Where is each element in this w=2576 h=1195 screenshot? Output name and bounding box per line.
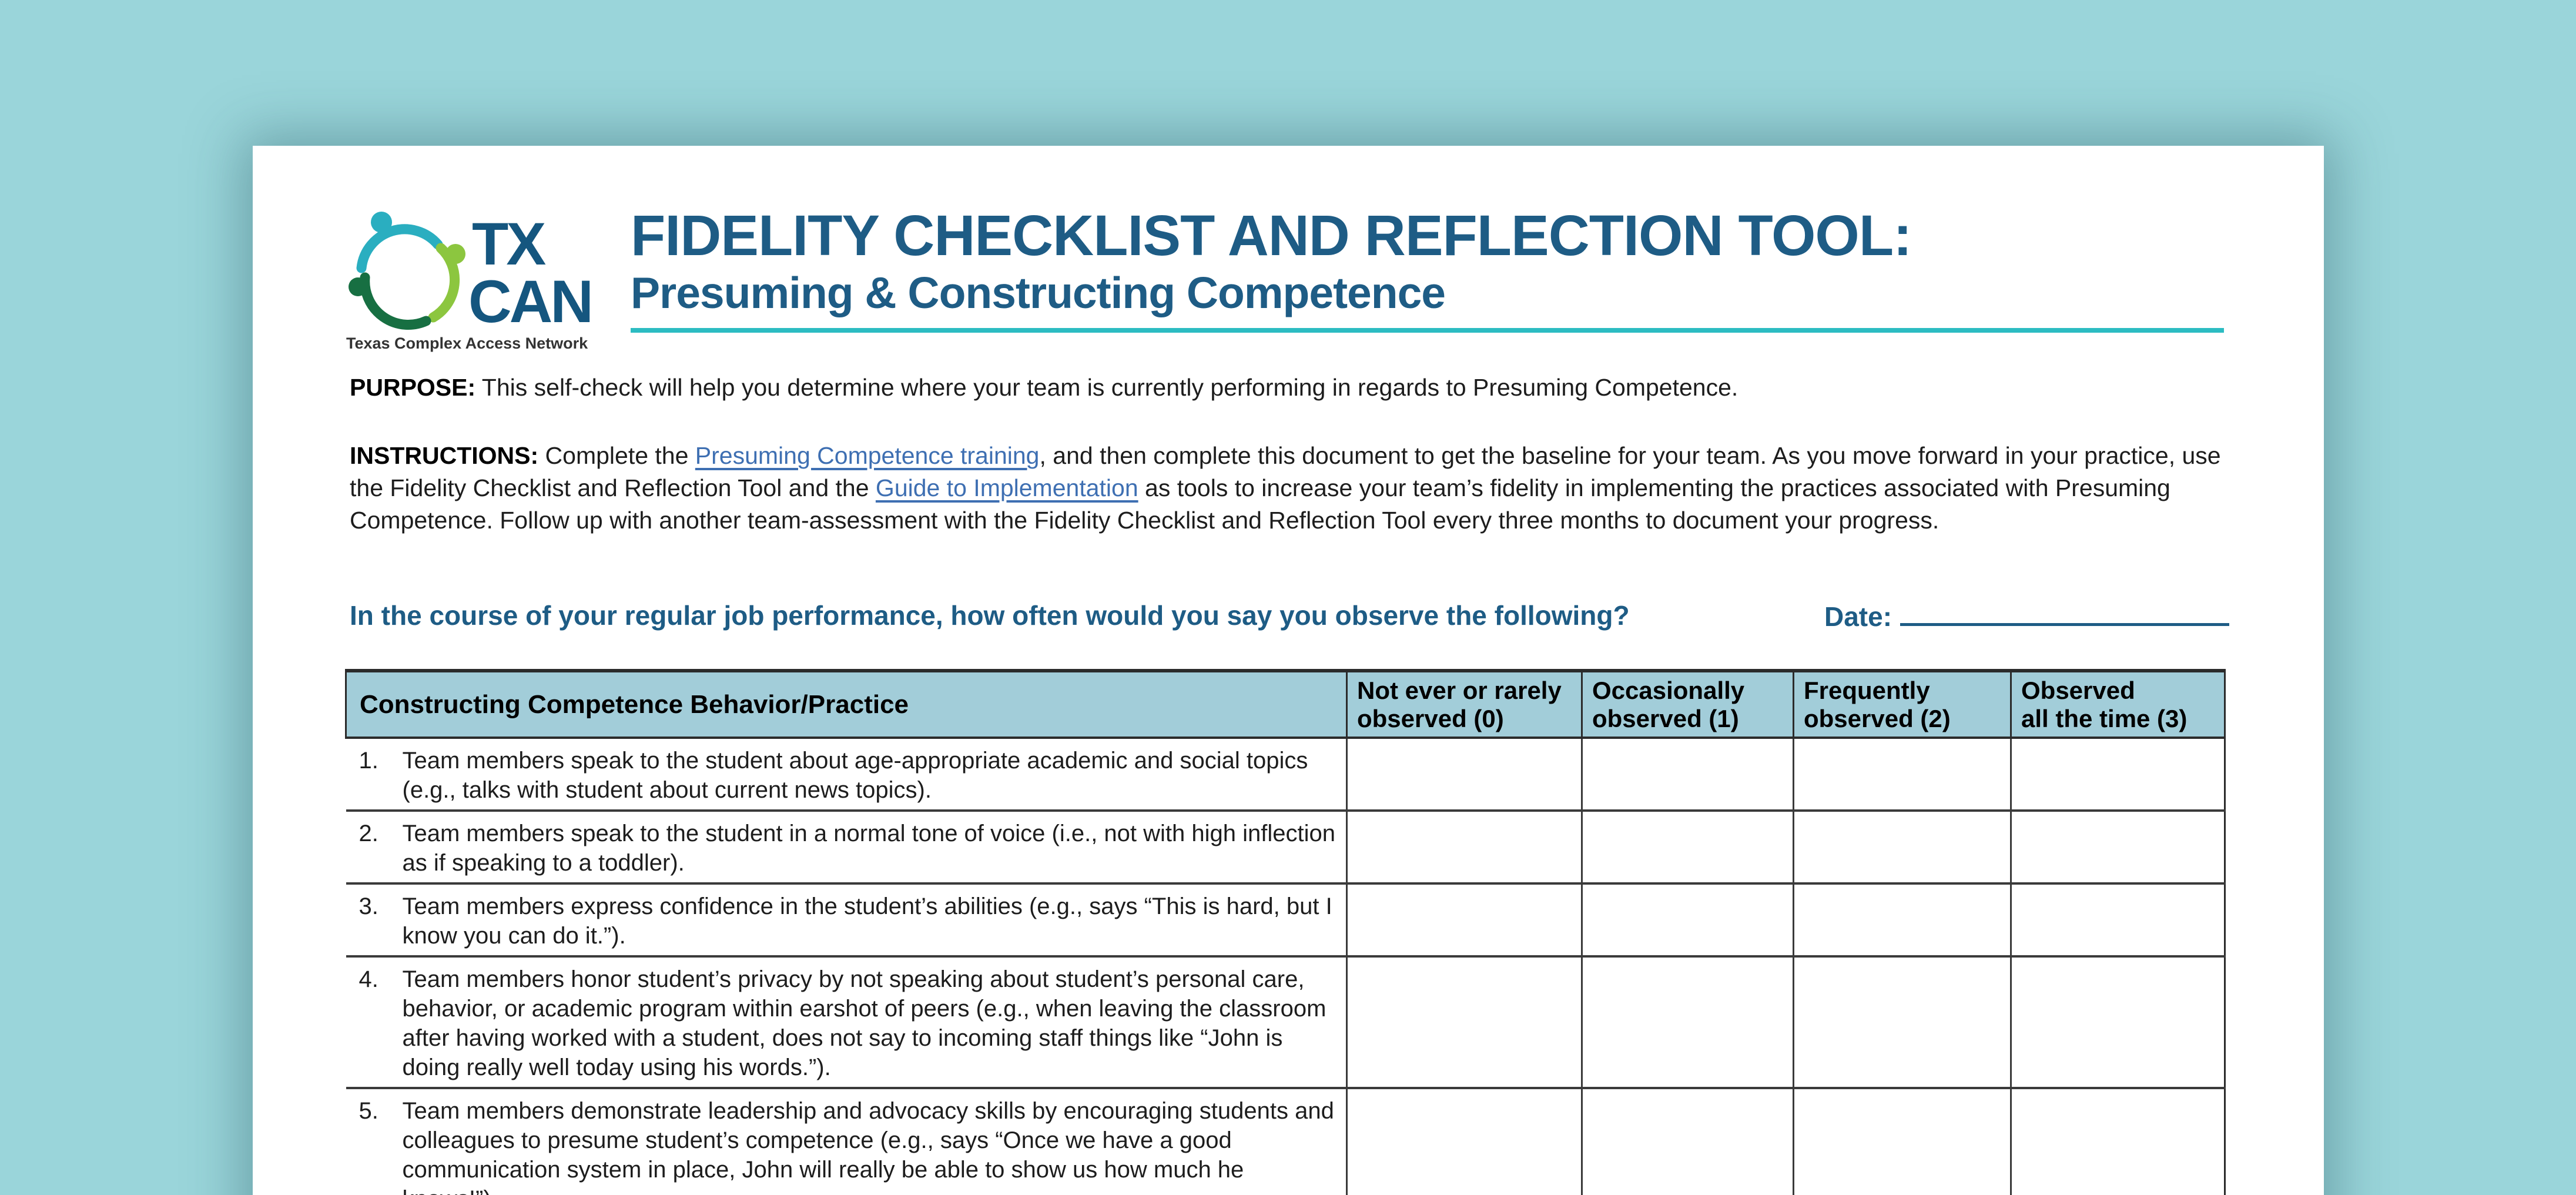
table-header-row: Constructing Competence Behavior/Practic…: [345, 669, 2226, 739]
row-number: 4.: [359, 966, 378, 992]
txcan-logo: TX CAN Texas Complex Access Network: [344, 205, 597, 357]
row-text: Team members speak to the student in a n…: [402, 821, 1336, 876]
title-divider: [631, 327, 2224, 333]
date-block: Date:: [1824, 600, 2230, 632]
score-cell-5-0[interactable]: [1346, 1088, 1582, 1195]
score-cell-2-1[interactable]: [1581, 811, 1794, 883]
table-row: 5. Team members demonstrate leadership an…: [346, 1088, 2226, 1195]
row-number: 3.: [359, 893, 378, 919]
page-title: FIDELITY CHECKLIST AND REFLECTION TOOL:: [631, 203, 1912, 267]
date-label: Date:: [1824, 601, 1892, 632]
table-row: 2. Team members speak to the student in a…: [346, 811, 2226, 883]
column-header-frequently: Frequently observed (2): [1793, 669, 2011, 739]
score-cell-4-3[interactable]: [2010, 956, 2226, 1088]
date-field[interactable]: [1900, 600, 2230, 626]
svg-text:Texas Complex Access Network: Texas Complex Access Network: [346, 334, 588, 352]
row-number: 5.: [359, 1098, 378, 1124]
row-number: 2.: [359, 821, 378, 846]
instructions-label: INSTRUCTIONS:: [350, 442, 539, 469]
txcan-logo-icon: TX CAN Texas Complex Access Network: [346, 210, 594, 352]
question-heading: In the course of your regular job perfor…: [350, 600, 1630, 631]
instructions-text-3: as tools to increase your team’s fidelit…: [350, 474, 2170, 534]
behavior-cell-3: 3. Team members express confidence in the…: [346, 883, 1347, 956]
purpose-label: PURPOSE:: [350, 374, 476, 401]
score-cell-3-3[interactable]: [2010, 883, 2226, 956]
instructions-text-2: , and then complete this document to get…: [350, 442, 2221, 501]
table-row: 4. Team members honor student’s privacy b…: [346, 956, 2226, 1088]
behavior-cell-5: 5. Team members demonstrate leadership an…: [346, 1088, 1347, 1195]
row-text: Team members demonstrate leadership and …: [402, 1098, 1334, 1195]
score-cell-2-0[interactable]: [1346, 811, 1582, 883]
purpose-text: This self-check will help you determine …: [475, 374, 1738, 401]
score-cell-1-3[interactable]: [2010, 738, 2226, 811]
score-cell-2-2[interactable]: [1793, 811, 2011, 883]
score-cell-5-1[interactable]: [1581, 1088, 1794, 1195]
score-cell-1-0[interactable]: [1346, 738, 1582, 811]
score-cell-2-3[interactable]: [2010, 811, 2226, 883]
score-cell-5-2[interactable]: [1793, 1088, 2011, 1195]
table-row: 1. Team members speak to the student abou…: [346, 738, 2226, 811]
column-header-all-the-time: Observed all the time (3): [2010, 669, 2226, 739]
document-page: TX CAN Texas Complex Access Network FIDE…: [253, 146, 2324, 1195]
behavior-column-header: Constructing Competence Behavior/Practic…: [345, 669, 1347, 739]
score-cell-3-2[interactable]: [1793, 883, 2011, 956]
score-cell-3-1[interactable]: [1581, 883, 1794, 956]
row-text: Team members express confidence in the s…: [402, 893, 1332, 949]
instructions-paragraph: INSTRUCTIONS: Complete the Presuming Com…: [350, 440, 2227, 537]
score-cell-5-3[interactable]: [2010, 1088, 2226, 1195]
behavior-cell-1: 1. Team members speak to the student abou…: [346, 738, 1347, 811]
behavior-cell-4: 4. Team members honor student’s privacy b…: [346, 956, 1347, 1088]
purpose-paragraph: PURPOSE: This self-check will help you d…: [350, 371, 2227, 404]
fidelity-table: Constructing Competence Behavior/Practic…: [345, 669, 2226, 1195]
table-row: 3. Team members express confidence in the…: [346, 883, 2226, 956]
title-block: FIDELITY CHECKLIST AND REFLECTION TOOL: …: [631, 203, 2224, 333]
score-cell-4-0[interactable]: [1346, 956, 1582, 1088]
score-cell-4-1[interactable]: [1581, 956, 1794, 1088]
row-text: Team members speak to the student about …: [402, 748, 1308, 803]
score-cell-1-1[interactable]: [1581, 738, 1794, 811]
guide-to-implementation-link[interactable]: Guide to Implementation: [875, 474, 1138, 501]
score-cell-3-0[interactable]: [1346, 883, 1582, 956]
column-header-occasionally: Occasionally observed (1): [1581, 669, 1794, 739]
instructions-text-1: Complete the: [538, 442, 695, 469]
behavior-cell-2: 2. Team members speak to the student in a…: [346, 811, 1347, 883]
page-subtitle: Presuming & Constructing Competence: [631, 267, 1446, 317]
presuming-competence-training-link[interactable]: Presuming Competence training: [695, 442, 1040, 469]
column-header-not-ever: Not ever or rarely observed (0): [1346, 669, 1582, 739]
row-number: 1.: [359, 748, 378, 774]
svg-text:TX: TX: [472, 210, 546, 277]
score-cell-4-2[interactable]: [1793, 956, 2011, 1088]
svg-text:CAN: CAN: [468, 268, 591, 335]
score-cell-1-2[interactable]: [1793, 738, 2011, 811]
row-text: Team members honor student’s privacy by …: [402, 966, 1326, 1080]
